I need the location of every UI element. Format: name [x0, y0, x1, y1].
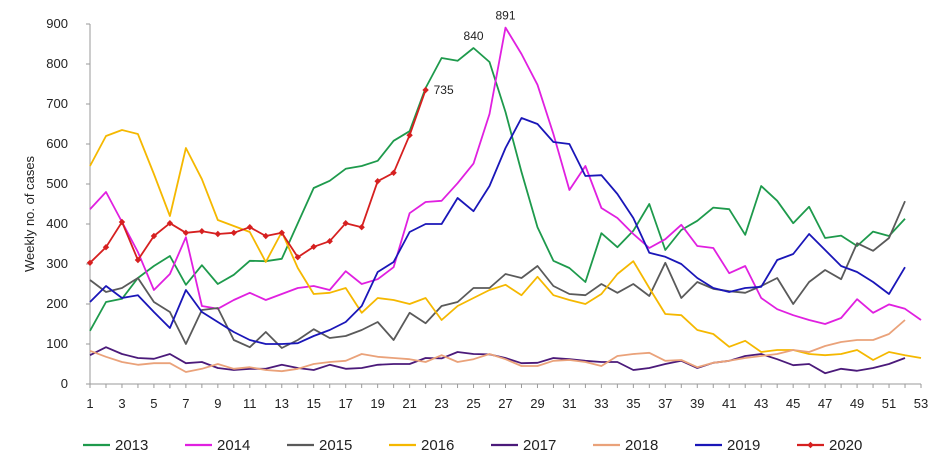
- y-axis-title: Weekly no. of cases: [22, 155, 37, 272]
- data-point-2020: [358, 224, 365, 231]
- legend-label-2019: 2019: [727, 437, 760, 454]
- x-tick-label: 27: [498, 396, 512, 411]
- data-point-2020: [262, 232, 269, 240]
- data-point-2020: [118, 218, 126, 226]
- data-label-2013: 840: [464, 29, 484, 43]
- x-tick-label: 47: [818, 396, 832, 411]
- x-tick-label: 39: [690, 396, 704, 411]
- y-tick-label: 900: [46, 16, 68, 31]
- x-tick-label: 9: [214, 396, 221, 411]
- series-line-2015: [89, 200, 906, 349]
- x-tick-label: 41: [722, 396, 736, 411]
- x-tick-label: 23: [434, 396, 448, 411]
- y-tick-label: 300: [46, 256, 68, 271]
- data-point-2020: [134, 256, 142, 264]
- x-tick-label: 15: [306, 396, 320, 411]
- x-tick-label: 3: [118, 396, 125, 411]
- x-tick-label: 7: [182, 396, 189, 411]
- legend-label-2020: 2020: [829, 437, 862, 454]
- x-tick-label: 35: [626, 396, 640, 411]
- x-tick-label: 33: [594, 396, 608, 411]
- series-line-2014: [89, 26, 922, 325]
- data-point-2020: [182, 229, 190, 236]
- legend-label-2014: 2014: [217, 437, 250, 454]
- legend-marker-2020: [807, 441, 814, 449]
- data-point-2020: [214, 230, 222, 238]
- x-tick-label: 21: [402, 396, 416, 411]
- data-label-2020: 735: [434, 83, 454, 97]
- y-tick-label: 700: [46, 96, 68, 111]
- data-point-2020: [150, 232, 158, 240]
- series-line-2017: [89, 346, 906, 375]
- x-tick-label: 19: [370, 396, 384, 411]
- data-point-2020: [374, 178, 381, 185]
- data-point-2020: [230, 229, 238, 236]
- series-layer: [86, 26, 922, 375]
- data-point-2020: [278, 229, 285, 236]
- series-line-2020: [89, 89, 427, 264]
- x-tick-label: 17: [338, 396, 352, 411]
- series-line-2018: [89, 319, 906, 373]
- x-tick-label: 31: [562, 396, 576, 411]
- legend-label-2013: 2013: [115, 437, 148, 454]
- x-tick-label: 29: [530, 396, 544, 411]
- series-line-2013: [89, 47, 906, 332]
- data-point-2020: [198, 228, 206, 235]
- data-point-2020: [166, 220, 174, 227]
- legend-label-2017: 2017: [523, 437, 556, 454]
- data-point-2020: [406, 132, 413, 139]
- x-tick-label: 37: [658, 396, 672, 411]
- data-point-2020: [86, 259, 94, 266]
- data-point-2020: [102, 244, 110, 251]
- data-point-2020: [326, 238, 333, 245]
- y-tick-label: 600: [46, 136, 68, 151]
- data-point-2020: [294, 254, 301, 261]
- x-tick-label: 51: [882, 396, 896, 411]
- x-tick-label: 45: [786, 396, 800, 411]
- data-point-2020: [342, 220, 349, 227]
- x-tick-label: 5: [150, 396, 157, 411]
- data-point-2020: [310, 243, 317, 250]
- data-label-2014: 891: [495, 9, 515, 23]
- x-tick-label: 1: [86, 396, 93, 411]
- y-tick-label: 0: [61, 376, 68, 391]
- x-tick-label: 11: [243, 396, 257, 411]
- data-point-2020: [246, 224, 254, 231]
- x-tick-label: 49: [850, 396, 864, 411]
- series-line-2019: [89, 117, 906, 345]
- x-tick-label: 13: [275, 396, 289, 411]
- legend-label-2015: 2015: [319, 437, 352, 454]
- y-tick-label: 200: [46, 296, 68, 311]
- annotations: 840 891 735: [434, 9, 516, 97]
- y-tick-label: 500: [46, 176, 68, 191]
- x-tick-label: 53: [914, 396, 928, 411]
- y-tick-label: 100: [46, 336, 68, 351]
- legend: 2013 2014 2015 2016 2017 2018 2019 2020: [83, 437, 862, 454]
- data-point-2020: [422, 86, 429, 94]
- y-tick-label: 800: [46, 56, 68, 71]
- data-point-2020: [390, 169, 397, 176]
- legend-label-2018: 2018: [625, 437, 658, 454]
- x-tick-label: 25: [466, 396, 480, 411]
- series-line-2016: [89, 129, 922, 361]
- x-tick-label: 43: [754, 396, 768, 411]
- y-tick-label: 400: [46, 216, 68, 231]
- legend-label-2016: 2016: [421, 437, 454, 454]
